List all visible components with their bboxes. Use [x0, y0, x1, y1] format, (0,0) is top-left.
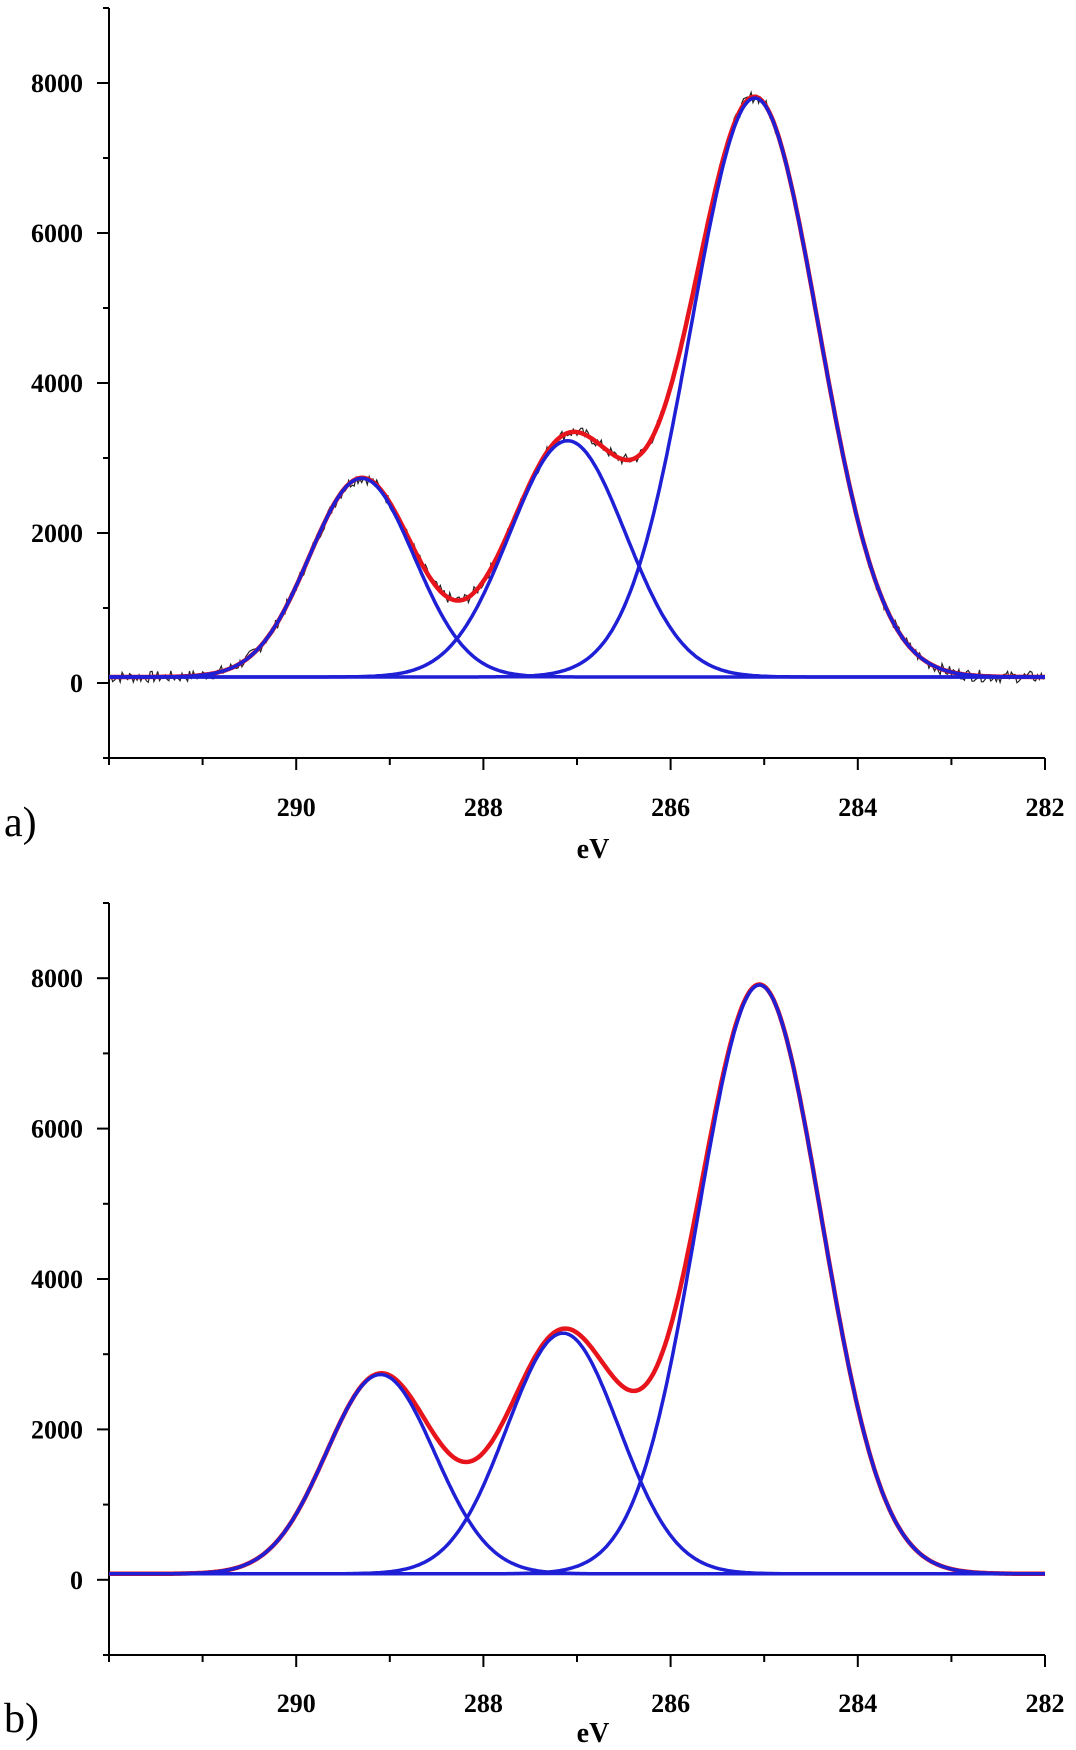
panel-label: a) [4, 800, 37, 846]
series-component-1 [109, 1372, 1045, 1576]
x-tick-label: 284 [838, 1689, 877, 1718]
y-tick-label: 6000 [31, 219, 83, 248]
x-tick-label: 286 [651, 1689, 690, 1718]
x-tick-label: 282 [1026, 1689, 1065, 1718]
x-tick-label: 282 [1026, 793, 1065, 822]
series-envelope-fit [108, 982, 1046, 1577]
x-tick-label: 288 [464, 793, 503, 822]
xps-chart-b: 0 2000 4000 6000 8000 290 288 286 284 282 eV b) [4, 902, 1065, 1749]
y-tick-label: 8000 [31, 69, 83, 98]
x-axis-title: eV [577, 1718, 610, 1749]
x-tick-label: 284 [838, 793, 877, 822]
y-tick-label: 2000 [31, 519, 83, 548]
series-component-1 [109, 476, 1045, 679]
x-tick-label: 290 [277, 1689, 316, 1718]
series-experimental-data [108, 90, 1046, 685]
x-tick-label: 290 [277, 793, 316, 822]
y-tick-label: 8000 [31, 964, 83, 993]
y-tick-label: 2000 [31, 1415, 83, 1444]
y-tick-label: 0 [70, 1566, 83, 1595]
panel-label: b) [4, 1696, 39, 1742]
y-tick-label: 4000 [31, 1265, 83, 1294]
series-component-3 [109, 983, 1045, 1576]
x-tick-label: 286 [651, 793, 690, 822]
y-tick-label: 6000 [31, 1115, 83, 1144]
series-component-3 [109, 96, 1045, 679]
x-tick-label: 288 [464, 1689, 503, 1718]
xps-chart-a: 0 2000 4000 6000 8000 290 288 286 284 282 eV a) [4, 7, 1065, 865]
y-tick-label: 0 [70, 669, 83, 698]
y-tick-label: 4000 [31, 369, 83, 398]
x-axis-title: eV [577, 834, 610, 865]
series-envelope-fit [108, 94, 1046, 680]
